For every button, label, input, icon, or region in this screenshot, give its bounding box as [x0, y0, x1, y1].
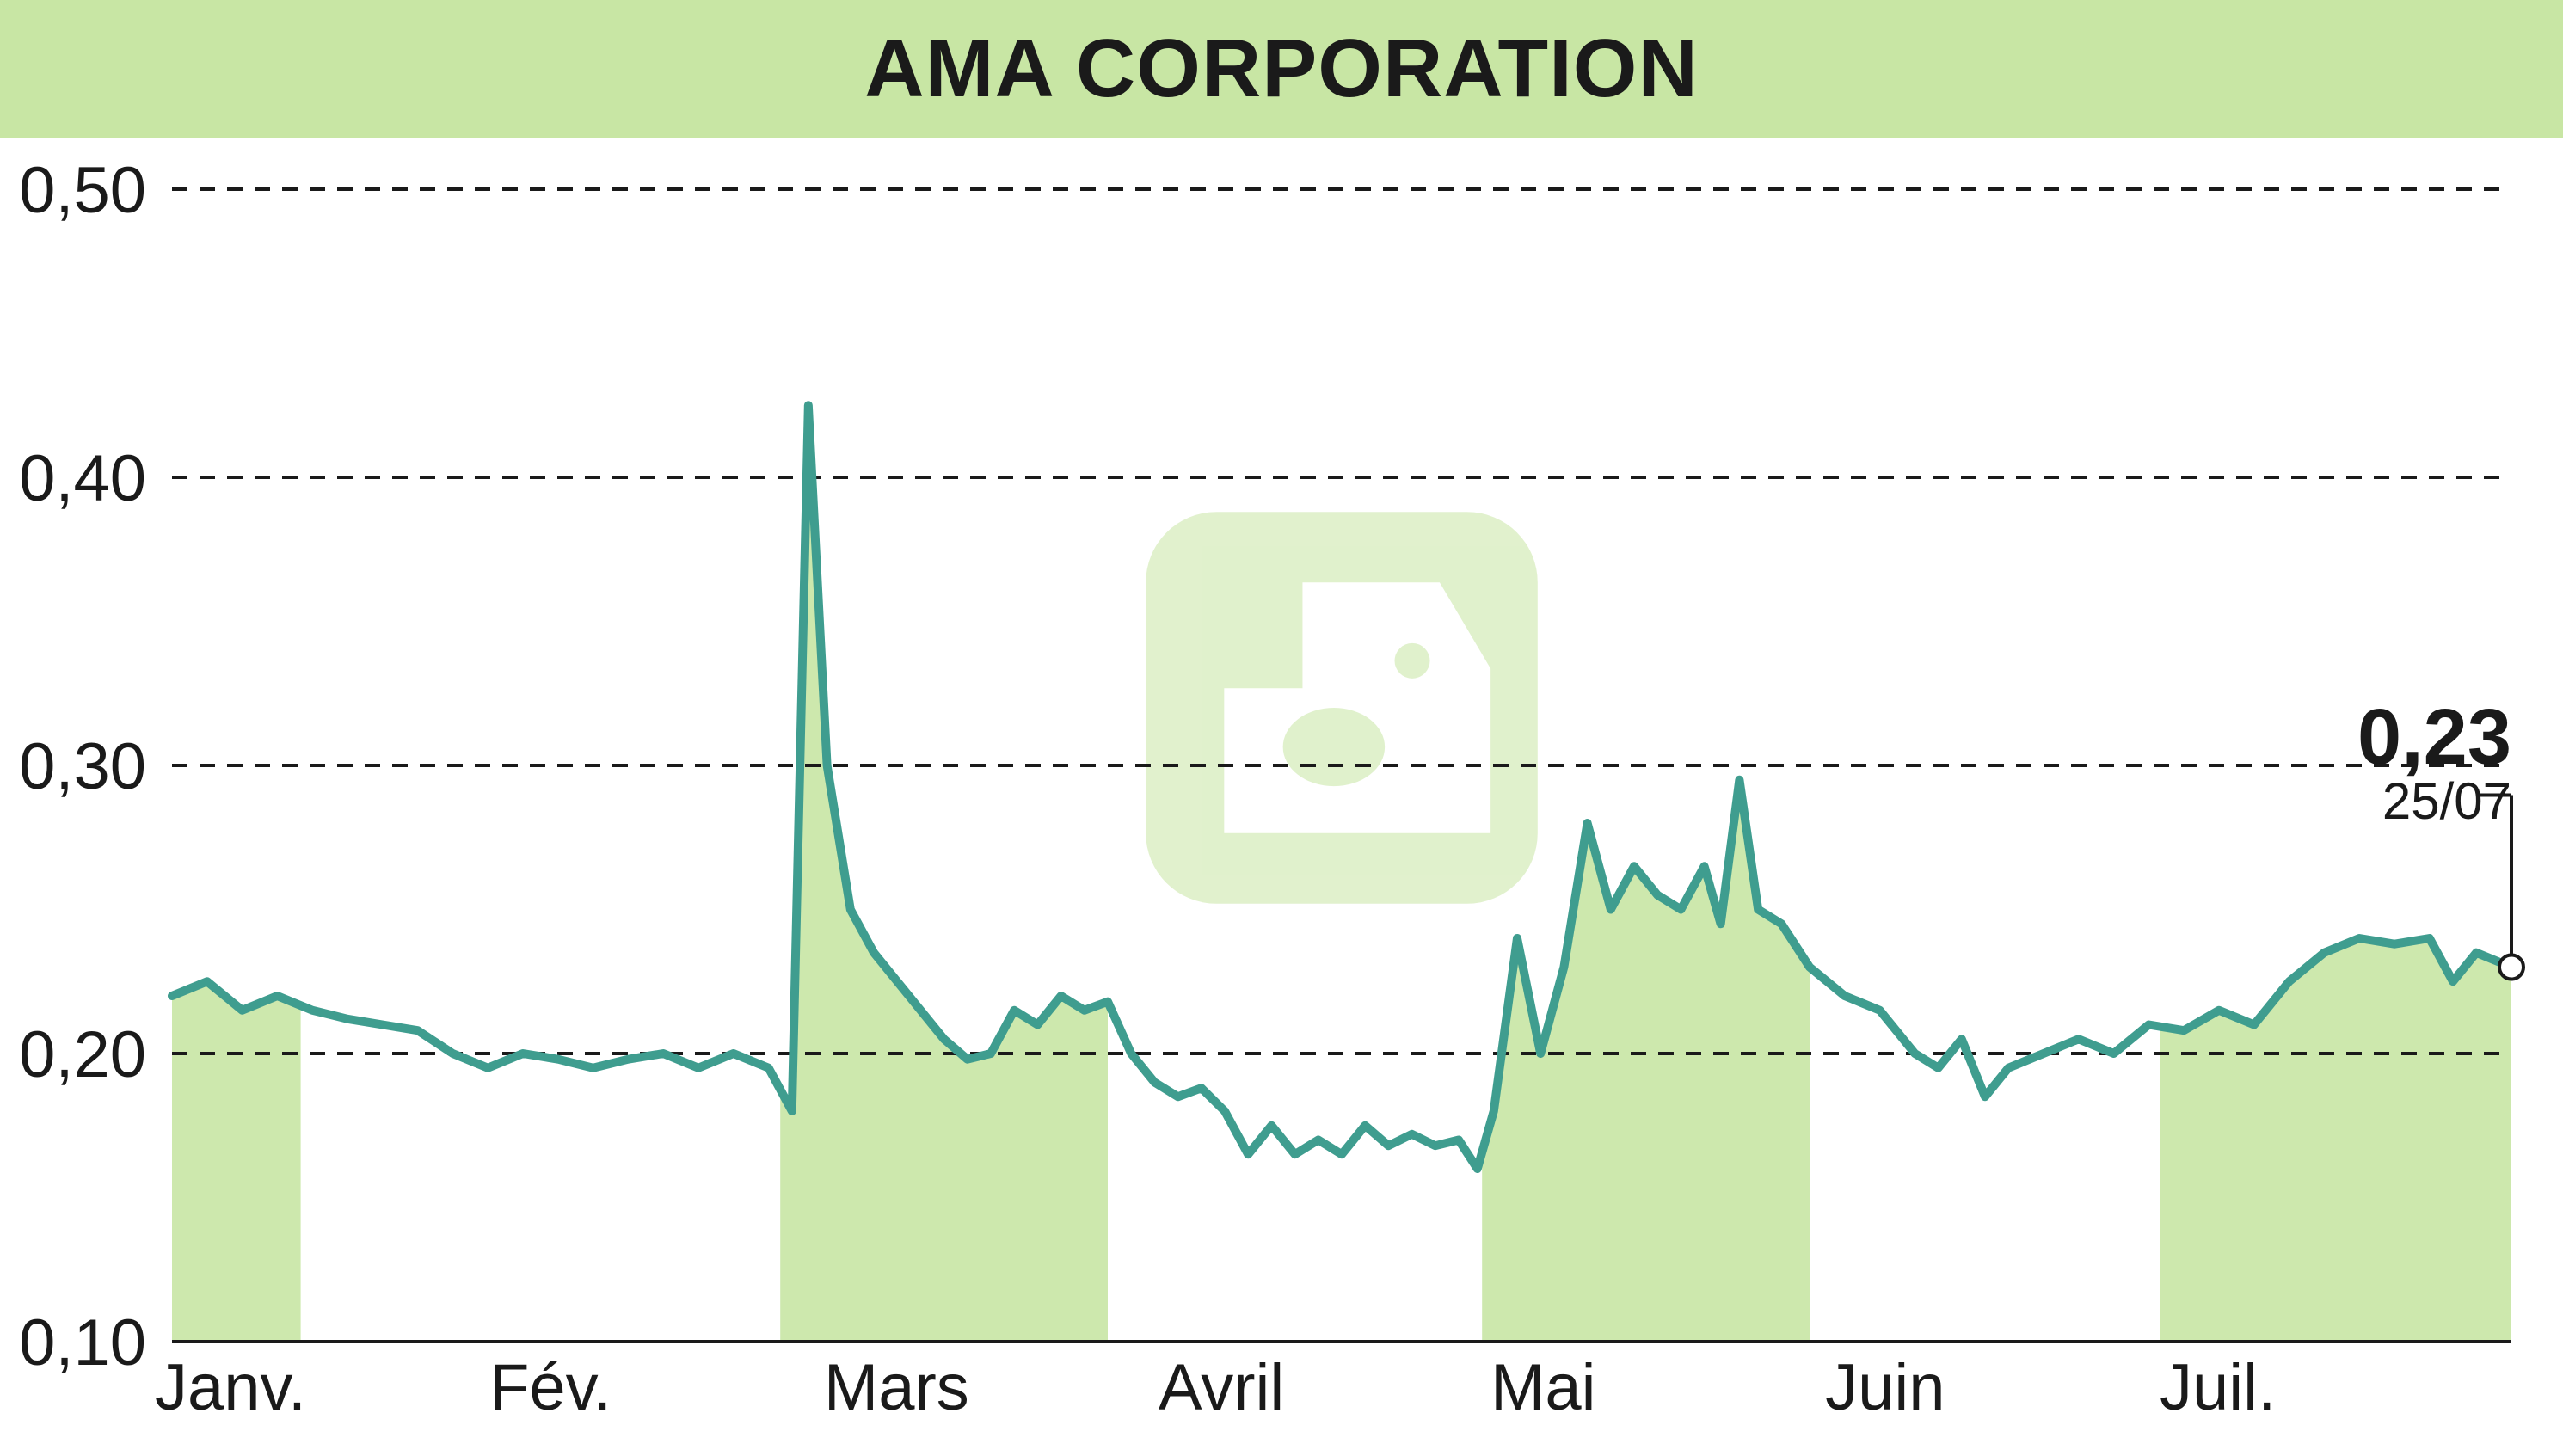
y-tick-label: 0,40 [0, 441, 146, 516]
callout-date: 25/07 [2382, 771, 2511, 831]
callout-value: 0,23 [2357, 692, 2511, 783]
x-tick-label: Mai [1490, 1350, 1595, 1425]
x-tick-label: Juin [1825, 1350, 1945, 1425]
chart-container: AMA CORPORATION 0,100,200,300,400,50 Jan… [0, 0, 2563, 1456]
x-tick-label: Avril [1159, 1350, 1284, 1425]
y-tick-label: 0,20 [0, 1017, 146, 1092]
y-tick-label: 0,30 [0, 729, 146, 804]
x-tick-label: Fév. [489, 1350, 612, 1425]
x-tick-label: Mars [824, 1350, 969, 1425]
y-tick-label: 0,50 [0, 153, 146, 228]
y-tick-label: 0,10 [0, 1305, 146, 1380]
x-tick-label: Janv. [155, 1350, 306, 1425]
x-tick-label: Juil. [2160, 1350, 2276, 1425]
stock-line-chart [0, 0, 2563, 1456]
